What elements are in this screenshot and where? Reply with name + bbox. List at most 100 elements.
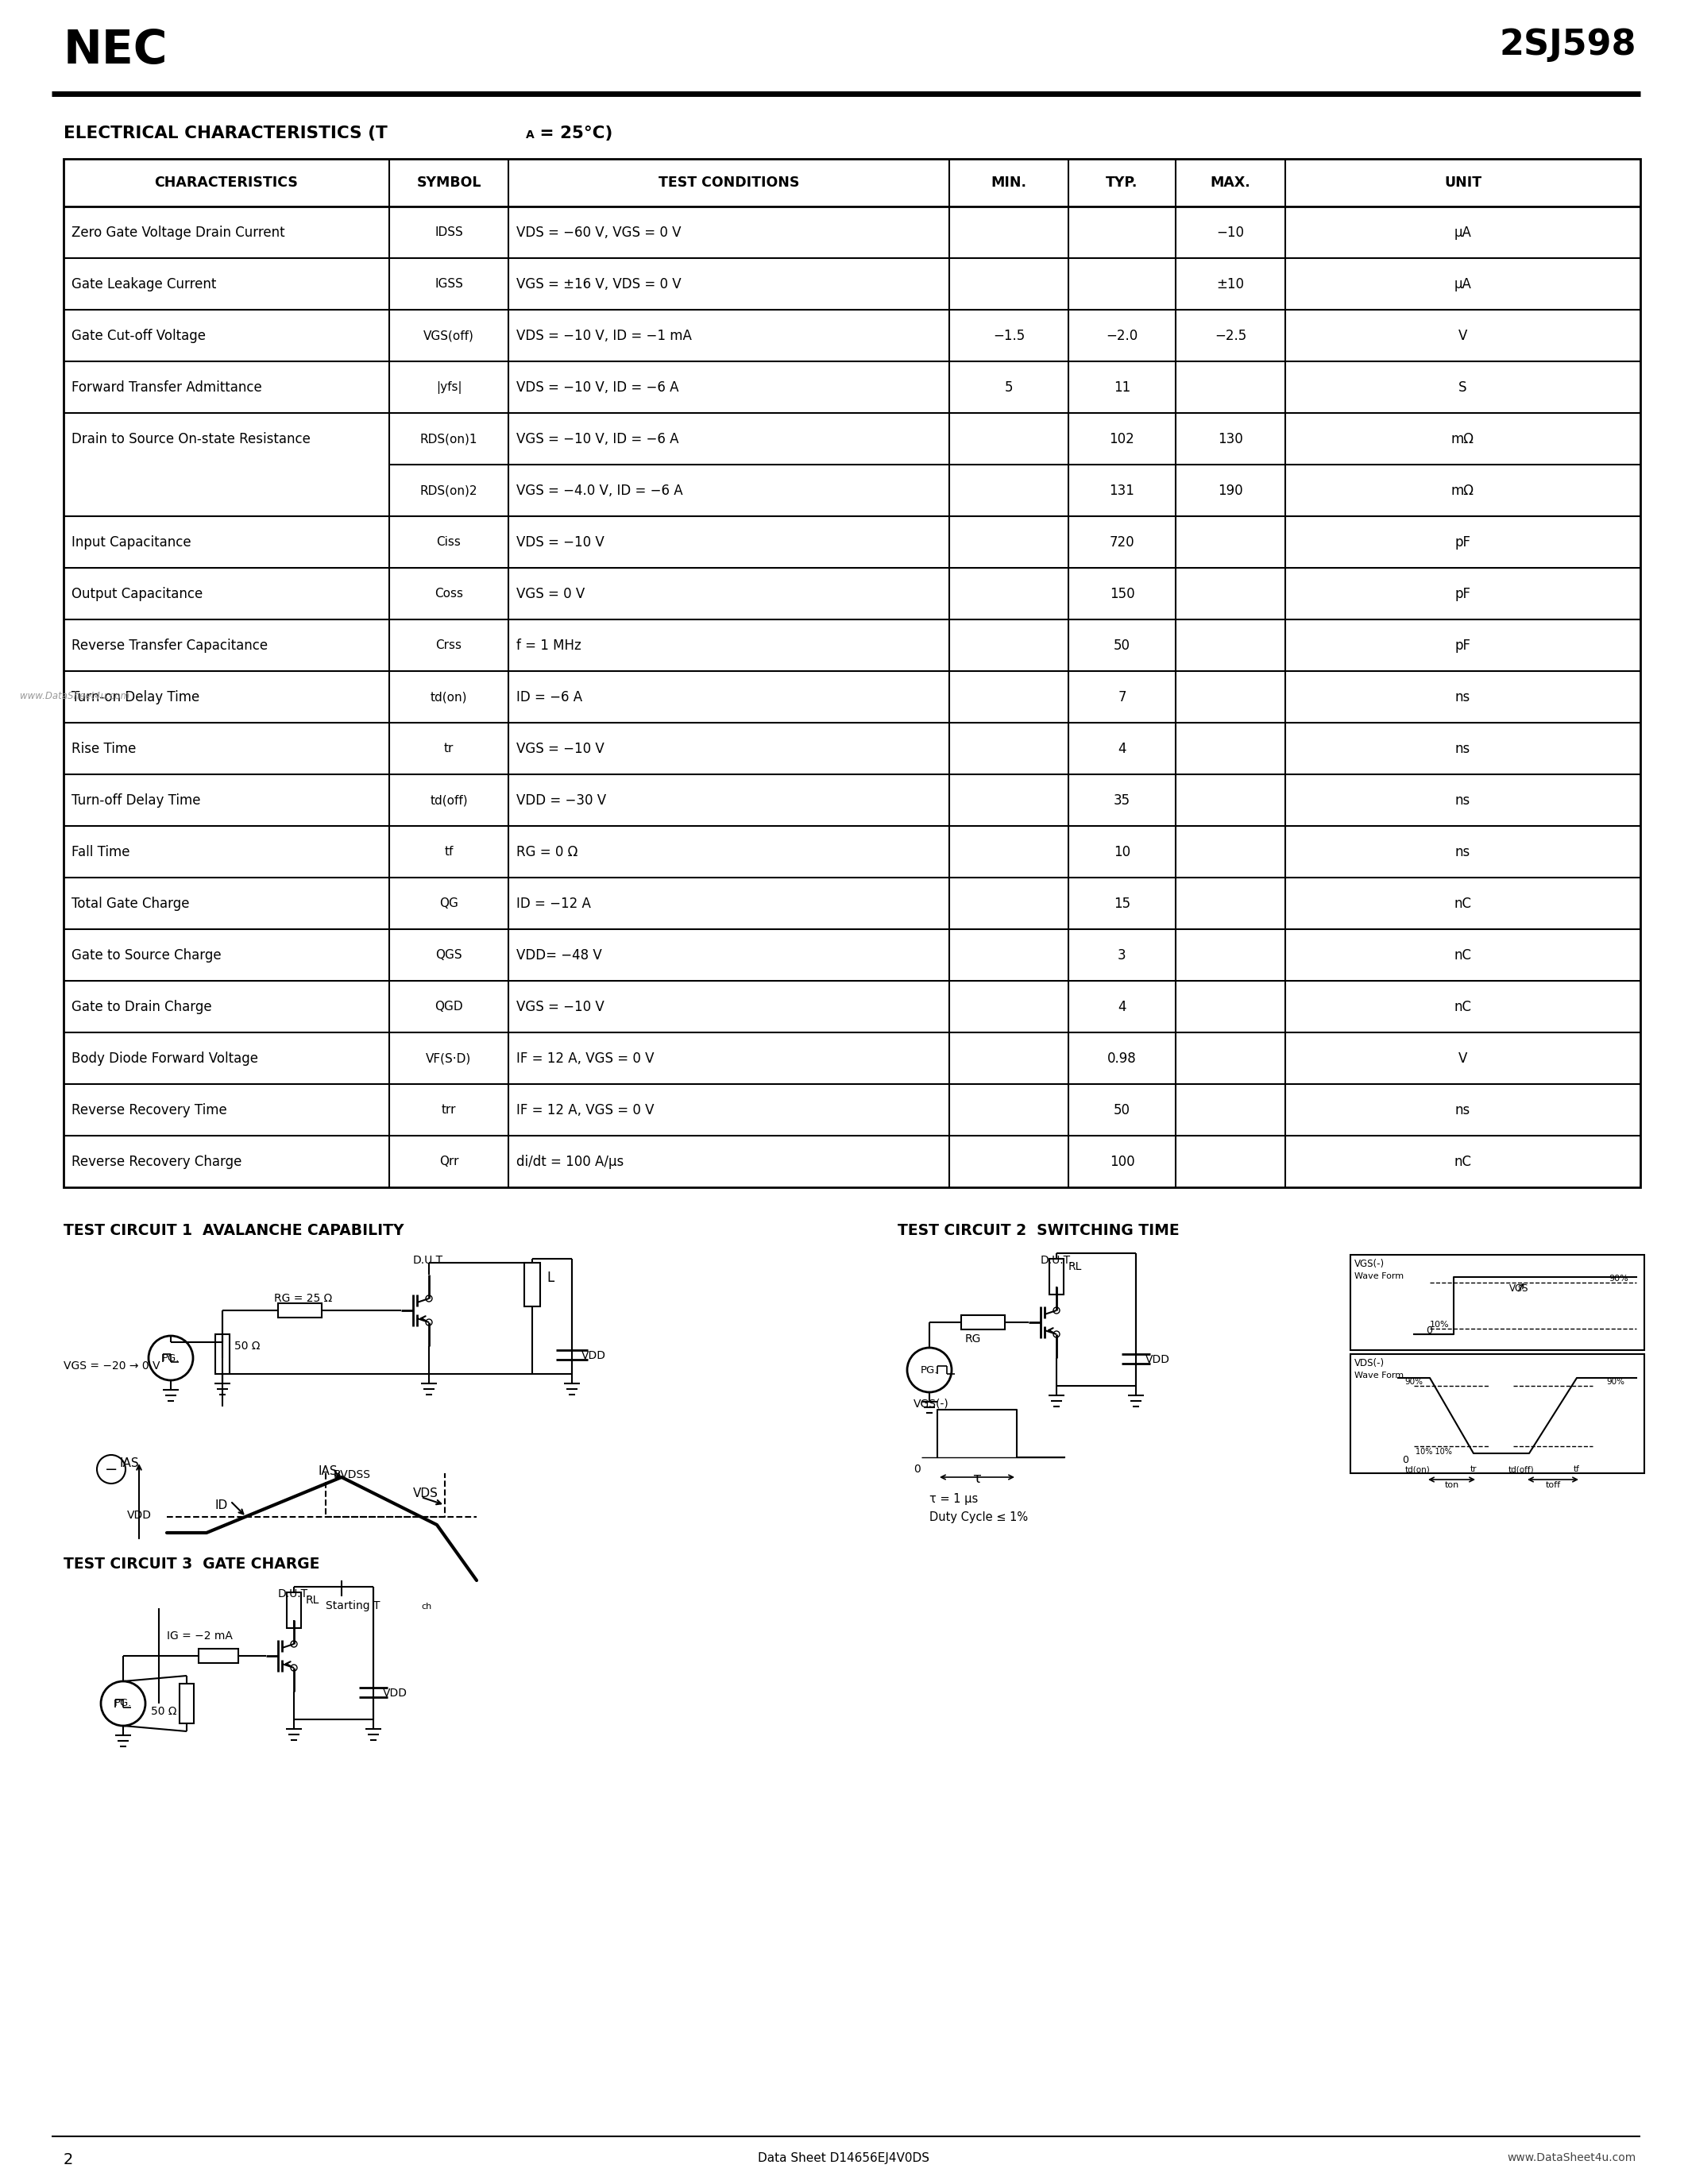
Text: 150: 150 (1109, 587, 1134, 601)
Text: VDS = −10 V: VDS = −10 V (517, 535, 604, 548)
Text: QGD: QGD (436, 1000, 463, 1013)
Text: 5: 5 (1004, 380, 1013, 395)
Text: Drain to Source On-state Resistance: Drain to Source On-state Resistance (71, 432, 311, 446)
Text: D.U.T.: D.U.T. (277, 1588, 311, 1599)
Text: IF = 12 A, VGS = 0 V: IF = 12 A, VGS = 0 V (517, 1103, 655, 1116)
Text: 7: 7 (1117, 690, 1126, 703)
Text: 4: 4 (1117, 1000, 1126, 1013)
Text: 0: 0 (1426, 1326, 1431, 1334)
Text: D.U.T.: D.U.T. (412, 1256, 446, 1267)
Text: Gate to Source Charge: Gate to Source Charge (71, 948, 221, 963)
Text: IGSS: IGSS (434, 277, 463, 290)
Text: VDS: VDS (414, 1487, 439, 1498)
Text: VDS = −60 V, VGS = 0 V: VDS = −60 V, VGS = 0 V (517, 225, 682, 240)
Text: VGS = −4.0 V, ID = −6 A: VGS = −4.0 V, ID = −6 A (517, 483, 684, 498)
Text: Coss: Coss (434, 587, 463, 601)
Text: CHARACTERISTICS: CHARACTERISTICS (155, 175, 299, 190)
Text: Wave Form: Wave Form (1354, 1372, 1404, 1380)
Text: BVDSS: BVDSS (334, 1470, 371, 1481)
Text: td(off): td(off) (1509, 1465, 1534, 1474)
Text: Reverse Transfer Capacitance: Reverse Transfer Capacitance (71, 638, 268, 653)
Text: ELECTRICAL CHARACTERISTICS (T: ELECTRICAL CHARACTERISTICS (T (64, 124, 388, 142)
Text: f = 1 MHz: f = 1 MHz (517, 638, 581, 653)
Text: ns: ns (1455, 793, 1470, 808)
Circle shape (425, 1319, 432, 1326)
Text: |yfs|: |yfs| (436, 380, 463, 393)
Text: = 25°C): = 25°C) (533, 124, 613, 142)
Text: VGS = −10 V: VGS = −10 V (517, 740, 604, 756)
Text: tr: tr (444, 743, 454, 753)
Text: Fall Time: Fall Time (71, 845, 130, 858)
Text: 130: 130 (1217, 432, 1242, 446)
Text: Output Capacitance: Output Capacitance (71, 587, 203, 601)
Text: QG: QG (439, 898, 459, 909)
Circle shape (425, 1295, 432, 1302)
Text: τ: τ (972, 1472, 981, 1485)
Text: ns: ns (1455, 690, 1470, 703)
Text: pF: pF (1455, 535, 1470, 548)
Text: 100: 100 (1109, 1155, 1134, 1168)
Text: MAX.: MAX. (1210, 175, 1251, 190)
Text: td(on): td(on) (1406, 1465, 1430, 1474)
Text: −: − (105, 1461, 118, 1476)
Text: VGS(-): VGS(-) (1354, 1258, 1384, 1269)
Text: Zero Gate Voltage Drain Current: Zero Gate Voltage Drain Current (71, 225, 285, 240)
Text: VGS = 0 V: VGS = 0 V (517, 587, 584, 601)
Text: www.DataSheet4u.com: www.DataSheet4u.com (1507, 2151, 1636, 2164)
Circle shape (1053, 1330, 1060, 1337)
Text: SYMBOL: SYMBOL (417, 175, 481, 190)
Text: 720: 720 (1109, 535, 1134, 548)
Text: 50: 50 (1114, 1103, 1131, 1116)
Text: Data Sheet D14656EJ4V0DS: Data Sheet D14656EJ4V0DS (758, 2151, 930, 2164)
Text: UNIT: UNIT (1445, 175, 1482, 190)
Bar (525, 1262, 540, 1306)
Text: VGS = −10 V: VGS = −10 V (517, 1000, 604, 1013)
Text: μA: μA (1453, 225, 1472, 240)
Text: Turn-off Delay Time: Turn-off Delay Time (71, 793, 201, 808)
Text: RDS(on)2: RDS(on)2 (420, 485, 478, 496)
Circle shape (149, 1337, 192, 1380)
Text: 0: 0 (1403, 1455, 1408, 1465)
Text: Reverse Recovery Time: Reverse Recovery Time (71, 1103, 226, 1116)
Text: 50: 50 (1114, 638, 1131, 653)
Text: Turn-on Delay Time: Turn-on Delay Time (71, 690, 199, 703)
Text: VGS(off): VGS(off) (424, 330, 474, 341)
Text: D.U.T.: D.U.T. (1040, 1256, 1074, 1267)
Text: VGS = −20 → 0 V: VGS = −20 → 0 V (64, 1361, 160, 1372)
Circle shape (101, 1682, 145, 1725)
Text: RL: RL (306, 1594, 319, 1605)
Text: pF: pF (1455, 587, 1470, 601)
Bar (64, 159, 1641, 1188)
Text: TEST CIRCUIT 1  AVALANCHE CAPABILITY: TEST CIRCUIT 1 AVALANCHE CAPABILITY (64, 1223, 403, 1238)
Text: V: V (1458, 1051, 1467, 1066)
Text: ID = −6 A: ID = −6 A (517, 690, 582, 703)
Text: 15: 15 (1114, 895, 1131, 911)
Text: ID = −12 A: ID = −12 A (517, 895, 591, 911)
Bar (1350, 1354, 1644, 1474)
Text: A: A (527, 129, 535, 140)
Text: 0.98: 0.98 (1107, 1051, 1136, 1066)
Text: 50 Ω: 50 Ω (150, 1706, 177, 1717)
Text: nC: nC (1453, 895, 1472, 911)
Text: VGS = −10 V, ID = −6 A: VGS = −10 V, ID = −6 A (517, 432, 679, 446)
Text: ID: ID (214, 1498, 228, 1511)
Text: PG.: PG. (115, 1699, 132, 1708)
Text: TEST CIRCUIT 3  GATE CHARGE: TEST CIRCUIT 3 GATE CHARGE (64, 1557, 319, 1572)
Text: td(on): td(on) (430, 690, 468, 703)
Text: tf: tf (444, 845, 454, 858)
Text: VDD: VDD (1146, 1354, 1170, 1365)
Text: μA: μA (1453, 277, 1472, 290)
Text: nC: nC (1453, 1000, 1472, 1013)
Text: PG.: PG. (162, 1352, 179, 1363)
Circle shape (906, 1348, 952, 1391)
Text: TYP.: TYP. (1106, 175, 1138, 190)
Text: S: S (1458, 380, 1467, 395)
Bar (279, 1304, 322, 1317)
Text: ns: ns (1455, 740, 1470, 756)
Text: ±10: ±10 (1217, 277, 1244, 290)
Text: www.DataSheet4u.com: www.DataSheet4u.com (20, 690, 130, 701)
Bar (1050, 1258, 1063, 1295)
Text: VDD: VDD (127, 1509, 152, 1520)
Text: ns: ns (1455, 1103, 1470, 1116)
Text: VDS = −10 V, ID = −6 A: VDS = −10 V, ID = −6 A (517, 380, 679, 395)
